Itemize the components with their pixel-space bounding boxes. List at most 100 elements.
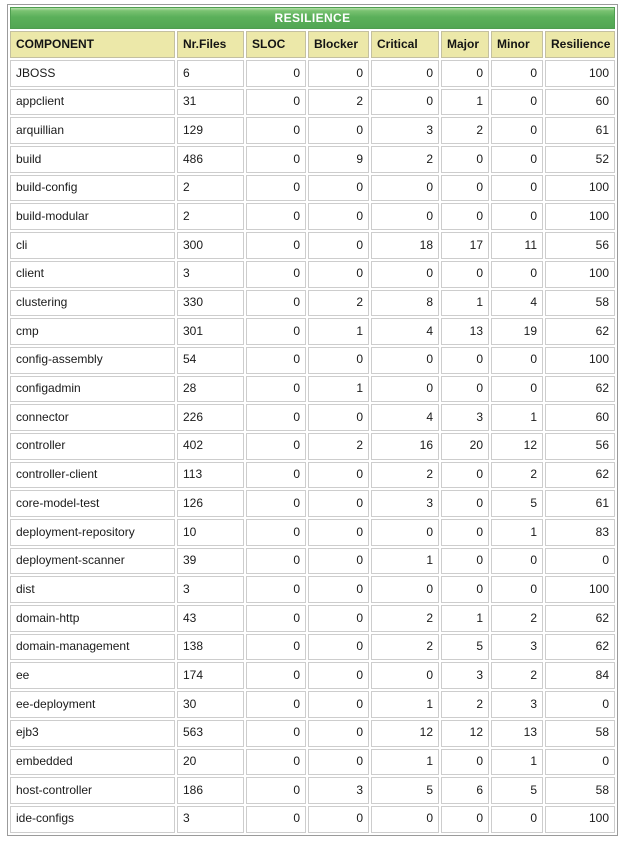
table-row: build-config 2 0 0 0 0 0 100 [10, 174, 616, 202]
value-cell: 62 [545, 375, 616, 403]
value-cell: 0 [246, 461, 306, 489]
component-cell: connector [10, 404, 175, 431]
table-row: embedded 20 0 0 1 0 1 0 [10, 748, 616, 776]
value-cell: 126 [177, 490, 244, 517]
value-cell: 1 [371, 547, 439, 575]
value-cell: 1 [491, 748, 543, 776]
value-cell: 0 [246, 232, 306, 259]
value-cell: 0 [441, 805, 489, 833]
value-cell: 0 [308, 605, 369, 632]
value-cell: 62 [545, 605, 616, 632]
value-cell: 0 [246, 805, 306, 833]
value-cell: 113 [177, 461, 244, 489]
value-cell: 0 [308, 404, 369, 431]
value-cell: 1 [308, 375, 369, 403]
component-cell: clustering [10, 289, 175, 317]
value-cell: 2 [308, 289, 369, 317]
component-cell: cli [10, 232, 175, 259]
column-header-nr-files: Nr.Files [177, 31, 244, 58]
component-cell: controller [10, 432, 175, 460]
value-cell: 0 [308, 461, 369, 489]
value-cell: 0 [246, 547, 306, 575]
value-cell: 0 [545, 748, 616, 776]
table-row: ee-deployment 30 0 0 1 2 3 0 [10, 691, 616, 718]
value-cell: 0 [491, 346, 543, 374]
value-cell: 0 [246, 375, 306, 403]
component-cell: JBOSS [10, 60, 175, 87]
value-cell: 0 [491, 203, 543, 231]
table-row: core-model-test 126 0 0 3 0 5 61 [10, 490, 616, 517]
value-cell: 0 [371, 519, 439, 546]
table-body: JBOSS 6 0 0 0 0 0 100 appclient 31 0 2 0 1 0 60 arquilli… [10, 60, 616, 833]
value-cell: 1 [308, 318, 369, 345]
value-cell: 16 [371, 432, 439, 460]
value-cell: 563 [177, 719, 244, 747]
value-cell: 0 [308, 60, 369, 87]
value-cell: 0 [308, 117, 369, 145]
value-cell: 0 [246, 174, 306, 202]
value-cell: 138 [177, 633, 244, 661]
value-cell: 2 [177, 174, 244, 202]
value-cell: 0 [491, 260, 543, 288]
value-cell: 0 [246, 777, 306, 804]
table-row: controller 402 0 2 16 20 12 56 [10, 432, 616, 460]
value-cell: 0 [491, 88, 543, 116]
value-cell: 0 [308, 547, 369, 575]
component-cell: build-modular [10, 203, 175, 231]
component-cell: ide-configs [10, 805, 175, 833]
value-cell: 0 [246, 404, 306, 431]
component-cell: embedded [10, 748, 175, 776]
value-cell: 84 [545, 662, 616, 690]
table-row: cli 300 0 0 18 17 11 56 [10, 232, 616, 259]
value-cell: 2 [441, 691, 489, 718]
component-cell: arquillian [10, 117, 175, 145]
value-cell: 4 [371, 404, 439, 431]
value-cell: 330 [177, 289, 244, 317]
value-cell: 0 [371, 375, 439, 403]
component-cell: client [10, 260, 175, 288]
value-cell: 8 [371, 289, 439, 317]
value-cell: 30 [177, 691, 244, 718]
component-cell: host-controller [10, 777, 175, 804]
value-cell: 0 [308, 490, 369, 517]
value-cell: 3 [177, 260, 244, 288]
value-cell: 0 [246, 117, 306, 145]
value-cell: 0 [371, 174, 439, 202]
value-cell: 9 [308, 146, 369, 173]
value-cell: 3 [491, 691, 543, 718]
value-cell: 0 [371, 60, 439, 87]
value-cell: 100 [545, 174, 616, 202]
value-cell: 83 [545, 519, 616, 546]
value-cell: 0 [491, 576, 543, 604]
component-cell: ee-deployment [10, 691, 175, 718]
value-cell: 0 [441, 346, 489, 374]
value-cell: 6 [177, 60, 244, 87]
value-cell: 13 [491, 719, 543, 747]
value-cell: 0 [371, 260, 439, 288]
value-cell: 0 [491, 146, 543, 173]
component-cell: build-config [10, 174, 175, 202]
value-cell: 60 [545, 88, 616, 116]
value-cell: 39 [177, 547, 244, 575]
value-cell: 56 [545, 232, 616, 259]
component-cell: domain-management [10, 633, 175, 661]
value-cell: 129 [177, 117, 244, 145]
value-cell: 62 [545, 461, 616, 489]
table-row: host-controller 186 0 3 5 6 5 58 [10, 777, 616, 804]
table-row: arquillian 129 0 0 3 2 0 61 [10, 117, 616, 145]
value-cell: 3 [371, 117, 439, 145]
value-cell: 100 [545, 60, 616, 87]
header-row: COMPONENT Nr.Files SLOC Blocker Critical Majo… [10, 31, 616, 58]
value-cell: 2 [491, 461, 543, 489]
table-row: cmp 301 0 1 4 13 19 62 [10, 318, 616, 345]
value-cell: 3 [371, 490, 439, 517]
table-row: ide-configs 3 0 0 0 0 0 100 [10, 805, 616, 833]
value-cell: 0 [371, 203, 439, 231]
table-row: build 486 0 9 2 0 0 52 [10, 146, 616, 173]
column-header-resilience: Resilience [545, 31, 616, 58]
value-cell: 174 [177, 662, 244, 690]
value-cell: 1 [441, 289, 489, 317]
value-cell: 0 [246, 719, 306, 747]
value-cell: 2 [308, 432, 369, 460]
component-cell: build [10, 146, 175, 173]
